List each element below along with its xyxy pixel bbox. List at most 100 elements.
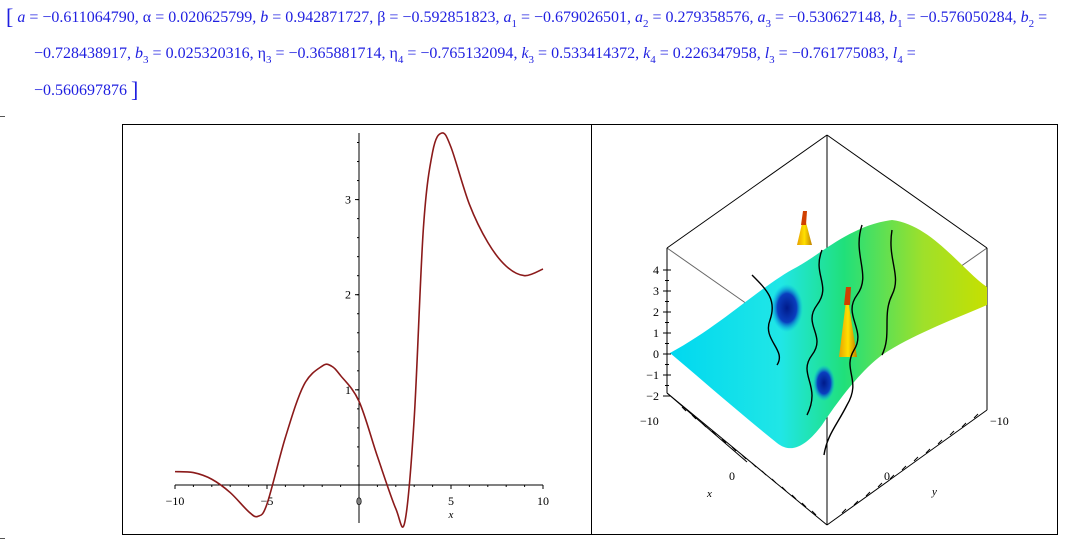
param-equals: = bbox=[516, 9, 534, 26]
surface-peak-top-tip bbox=[801, 211, 807, 225]
y-tick-label: 3 bbox=[345, 193, 351, 207]
param-symbol: α bbox=[142, 9, 152, 26]
param-separator: , bbox=[249, 45, 258, 62]
param-separator: , bbox=[495, 9, 504, 26]
param-equals: = bbox=[1034, 9, 1048, 26]
param-symbol: k bbox=[643, 45, 651, 62]
param-value: −0.679026501 bbox=[533, 9, 628, 26]
z-tick-label: 1 bbox=[653, 326, 659, 340]
param-equals: = bbox=[902, 9, 920, 26]
surface-peak-mid-tip bbox=[844, 287, 851, 305]
param-value: −0.560697876 bbox=[34, 82, 128, 99]
close-bracket: ] bbox=[131, 77, 139, 102]
series-line bbox=[174, 132, 544, 528]
param-assignment: a1 = −0.679026501 bbox=[503, 9, 628, 30]
surface-sheet bbox=[670, 220, 987, 449]
param-assignment: a2 = 0.279358576 bbox=[635, 9, 750, 30]
param-subscript: 4 bbox=[397, 54, 404, 66]
output-line-1: [ a = −0.611064790, α = 0.020625799, b =… bbox=[6, 4, 1048, 34]
param-equals: = bbox=[271, 45, 289, 62]
param-value: −0.728438917 bbox=[34, 45, 128, 62]
param-symbol: b bbox=[135, 45, 144, 62]
y3d-tick-label: −10 bbox=[990, 414, 1009, 428]
output-line-2: −0.728438917, b3 = 0.025320316, η3 = −0.… bbox=[34, 44, 916, 70]
param-subscript: 4 bbox=[650, 54, 656, 66]
param-assignment: b1 = −0.576050284 bbox=[889, 9, 1013, 30]
param-symbol: a bbox=[635, 9, 644, 26]
surface-peak-mid bbox=[839, 293, 857, 357]
param-equals: = bbox=[268, 9, 286, 26]
param-symbol: b bbox=[1020, 9, 1029, 26]
x-tick-label: 0 bbox=[356, 494, 362, 508]
param-symbol: k bbox=[521, 45, 529, 62]
surface-hole-left bbox=[771, 284, 803, 332]
params-row-2: −0.728438917, b3 = 0.025320316, η3 = −0.… bbox=[34, 45, 916, 66]
z-tick-label: 4 bbox=[653, 263, 659, 277]
bottom-ticks bbox=[681, 406, 979, 516]
param-separator: , bbox=[1012, 9, 1021, 26]
param-subscript: 1 bbox=[897, 18, 903, 30]
param-assignment: a3 = −0.530627148 bbox=[758, 9, 882, 30]
param-separator: , bbox=[127, 45, 136, 62]
param-separator: , bbox=[252, 9, 261, 26]
z-tick-label: 3 bbox=[653, 284, 659, 298]
param-value: −0.611064790 bbox=[42, 9, 135, 26]
param-value: 0.942871727 bbox=[285, 9, 370, 26]
param-separator: , bbox=[627, 9, 636, 26]
param-equals: = bbox=[148, 45, 166, 62]
param-assignment: η4 = −0.765132094 bbox=[389, 45, 514, 66]
param-symbol: η bbox=[257, 45, 266, 62]
param-symbol: η bbox=[389, 45, 398, 62]
y-tick-label: 2 bbox=[345, 288, 351, 302]
x3d-axis-label: x bbox=[706, 488, 712, 500]
param-subscript: 3 bbox=[765, 18, 772, 30]
y3d-tick-label: 0 bbox=[884, 469, 890, 483]
x-tick-label: 10 bbox=[537, 494, 549, 508]
param-equals: = bbox=[774, 45, 792, 62]
z-tick-label: 0 bbox=[653, 347, 659, 361]
param-subscript: 2 bbox=[643, 18, 649, 30]
param-value: −0.530627148 bbox=[788, 9, 882, 26]
param-assignment: a = −0.611064790 bbox=[17, 9, 134, 26]
param-subscript: 3 bbox=[143, 54, 149, 66]
param-subscript: 4 bbox=[897, 54, 903, 66]
param-value: −0.592851823 bbox=[402, 9, 496, 26]
param-equals: = bbox=[771, 9, 789, 26]
params-row-1: a = −0.611064790, α = 0.020625799, b = 0… bbox=[17, 9, 1048, 30]
param-value: 0.533414372 bbox=[551, 45, 636, 62]
plot-output-frame[interactable]: −10 −5 0 5 10 1 2 3 x bbox=[122, 124, 1058, 535]
param-equals: = bbox=[902, 45, 916, 62]
param-assignment: −0.560697876 bbox=[34, 82, 127, 99]
param-equals: = bbox=[385, 9, 403, 26]
open-bracket: [ bbox=[6, 4, 14, 29]
param-assignment: l3 = −0.761775083 bbox=[765, 45, 885, 66]
param-symbol: l bbox=[892, 45, 898, 62]
param-subscript: 2 bbox=[1028, 18, 1035, 30]
param-separator: , bbox=[884, 45, 893, 62]
param-assignment: −0.728438917 bbox=[34, 45, 127, 62]
param-value: 0.020625799 bbox=[168, 9, 253, 26]
output-line-3: −0.560697876 ] bbox=[34, 77, 139, 102]
y-tick-label: 1 bbox=[345, 383, 351, 397]
param-value: 0.279358576 bbox=[665, 9, 750, 26]
surface-plot-3d[interactable]: 4 3 2 1 0 −1 −2 −10 0 x 0 −10 y bbox=[592, 125, 1058, 536]
param-value: 0.226347958 bbox=[672, 45, 757, 62]
param-assignment: α = 0.020625799 bbox=[143, 9, 252, 26]
line-plot-2d[interactable]: −10 −5 0 5 10 1 2 3 x bbox=[123, 125, 591, 536]
param-symbol: b bbox=[260, 9, 269, 26]
param-assignment: k4 = 0.226347958 bbox=[643, 45, 757, 66]
param-assignment: η3 = −0.365881714 bbox=[257, 45, 382, 66]
x-tick-label: −10 bbox=[166, 494, 185, 508]
x-axis-label: x bbox=[448, 509, 454, 521]
params-row-3: −0.560697876 bbox=[34, 82, 127, 99]
surface-contours bbox=[751, 224, 897, 456]
plot-divider bbox=[591, 125, 592, 534]
param-symbol: β bbox=[377, 9, 386, 26]
z-tick-label: −1 bbox=[646, 368, 659, 382]
param-subscript: 3 bbox=[528, 54, 535, 66]
y3d-axis-label: y bbox=[931, 486, 937, 498]
param-separator: , bbox=[635, 45, 644, 62]
param-separator: , bbox=[513, 45, 522, 62]
param-value: −0.765132094 bbox=[420, 45, 514, 62]
param-assignment: b3 = 0.025320316 bbox=[135, 45, 250, 66]
